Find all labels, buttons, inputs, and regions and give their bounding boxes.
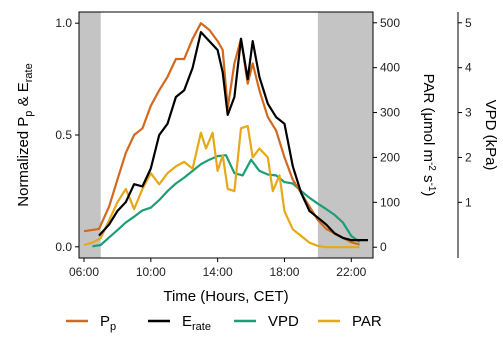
y-par-tick-label: 300 [380,106,400,120]
legend-item-e: Erate [148,313,211,333]
y-axis-vpd-title: VPD (kPa) [482,100,499,171]
series-line-e [98,30,368,242]
legend-label: VPD [268,313,299,330]
y-left-tick-label: 0.5 [55,128,72,142]
y-left-tick-label: 1.0 [55,16,72,30]
y-axis-left: 0.0 0.5 1.0 [55,16,79,254]
legend-label: Erate [182,313,211,333]
y-axis-par-title: PAR (μmol m-2 s-1) [420,74,437,197]
y-par-tick-label: 400 [380,61,400,75]
x-axis: 06:00 10:00 14:00 18:00 22:00 [69,258,367,279]
y-axis-par: 0 100 200 300 400 500 [373,16,400,254]
night-shade-0 [79,12,101,258]
y-par-tick-label: 200 [380,150,400,164]
x-tick-label: 06:00 [69,265,99,279]
y-vpd-tick-label: 1 [465,195,472,209]
legend-label: Pp [100,313,116,333]
series-line-vpd [92,154,361,248]
shaded-regions [79,12,373,258]
y-vpd-tick-label: 3 [465,106,472,120]
x-axis-title: Time (Hours, CET) [163,288,288,305]
night-shade-1 [317,12,373,258]
y-par-tick-label: 100 [380,195,400,209]
x-tick-label: 10:00 [136,265,166,279]
y-axis-vpd: 1 2 3 4 5 [458,16,472,209]
y-par-tick-label: 0 [380,240,387,254]
y-vpd-tick-label: 5 [465,16,472,30]
legend-item-par: PAR [318,313,382,330]
x-tick-label: 22:00 [336,265,366,279]
legend-item-p: Pp [66,313,116,333]
series-line-par [83,124,360,249]
legend-label: PAR [352,313,382,330]
y-vpd-tick-label: 2 [465,150,472,164]
y-left-tick-label: 0.0 [55,240,72,254]
series-lines [83,22,368,249]
x-tick-label: 14:00 [203,265,233,279]
legend: Pp Erate VPD PAR [66,313,382,333]
y-par-tick-label: 500 [380,16,400,30]
y-vpd-tick-label: 4 [465,61,472,75]
legend-item-vpd: VPD [234,313,299,330]
x-tick-label: 18:00 [269,265,299,279]
y-axis-left-title: Normalized Pp & Erate [15,63,35,206]
